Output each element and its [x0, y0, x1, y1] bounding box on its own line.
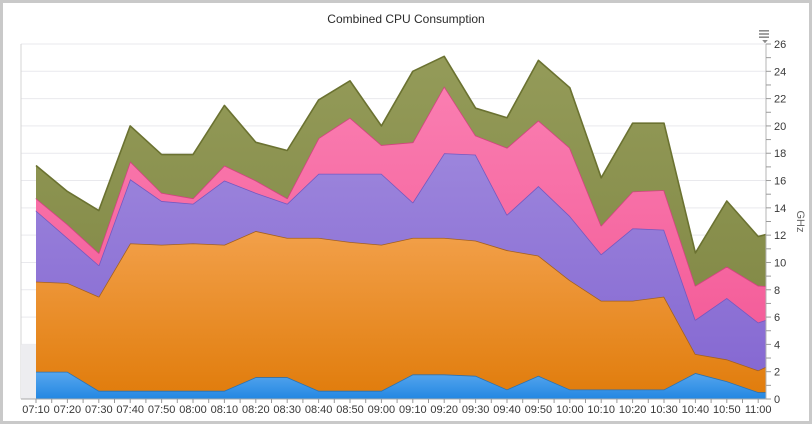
y-axis	[765, 43, 771, 400]
svg-text:24: 24	[774, 66, 786, 78]
svg-text:09:50: 09:50	[525, 404, 553, 416]
svg-text:08:20: 08:20	[242, 404, 270, 416]
svg-text:07:30: 07:30	[85, 404, 113, 416]
svg-text:0: 0	[774, 394, 780, 406]
stacked-areas	[35, 55, 766, 399]
svg-text:6: 6	[774, 312, 780, 324]
svg-text:10:10: 10:10	[587, 404, 615, 416]
x-axis	[21, 398, 766, 403]
svg-text:10:20: 10:20	[619, 404, 647, 416]
svg-text:10:50: 10:50	[713, 404, 741, 416]
svg-text:08:40: 08:40	[305, 404, 333, 416]
svg-text:09:30: 09:30	[462, 404, 490, 416]
svg-text:07:40: 07:40	[116, 404, 144, 416]
svg-text:8: 8	[774, 285, 780, 297]
svg-text:09:20: 09:20	[430, 404, 458, 416]
svg-text:18: 18	[774, 148, 786, 160]
svg-text:07:50: 07:50	[148, 404, 176, 416]
empty-corner-strip	[21, 344, 36, 399]
svg-text:11:00: 11:00	[745, 404, 772, 416]
series-area-purple	[36, 153, 766, 371]
x-axis-labels: 07:10 07:20 07:30 07:40 07:50 08:00 08:10 08:20…	[22, 404, 771, 416]
svg-text:09:00: 09:00	[368, 404, 396, 416]
svg-text:10:00: 10:00	[556, 404, 584, 416]
svg-text:4: 4	[774, 339, 780, 351]
svg-text:08:00: 08:00	[179, 404, 207, 416]
svg-text:14: 14	[774, 203, 786, 215]
chart-title: Combined CPU Consumption	[327, 12, 485, 26]
y-axis-title: GHz	[794, 211, 806, 233]
svg-text:09:10: 09:10	[399, 404, 427, 416]
svg-text:09:40: 09:40	[493, 404, 521, 416]
svg-text:08:50: 08:50	[336, 404, 364, 416]
svg-text:22: 22	[774, 94, 786, 106]
svg-text:2: 2	[774, 367, 780, 379]
series-border-olive	[35, 55, 766, 254]
svg-text:20: 20	[774, 121, 786, 133]
svg-text:10:40: 10:40	[682, 404, 710, 416]
series-area-blue	[36, 371, 766, 399]
svg-text:07:20: 07:20	[54, 404, 82, 416]
svg-text:10:30: 10:30	[650, 404, 678, 416]
series-area-orange	[36, 231, 766, 393]
series-area-olive	[36, 56, 766, 287]
series-area-pink	[36, 86, 766, 323]
svg-text:08:10: 08:10	[211, 404, 239, 416]
svg-text:16: 16	[774, 176, 786, 188]
svg-text:10: 10	[774, 257, 786, 269]
svg-text:26: 26	[774, 39, 786, 51]
svg-text:07:10: 07:10	[22, 404, 50, 416]
svg-text:12: 12	[774, 230, 786, 242]
export-menu-button[interactable]	[756, 27, 774, 45]
hamburger-caret-icon	[759, 30, 769, 44]
plot-area[interactable]: 07:10 07:20 07:30 07:40 07:50 08:00 08:10 08:20…	[3, 3, 812, 424]
svg-text:08:30: 08:30	[273, 404, 301, 416]
